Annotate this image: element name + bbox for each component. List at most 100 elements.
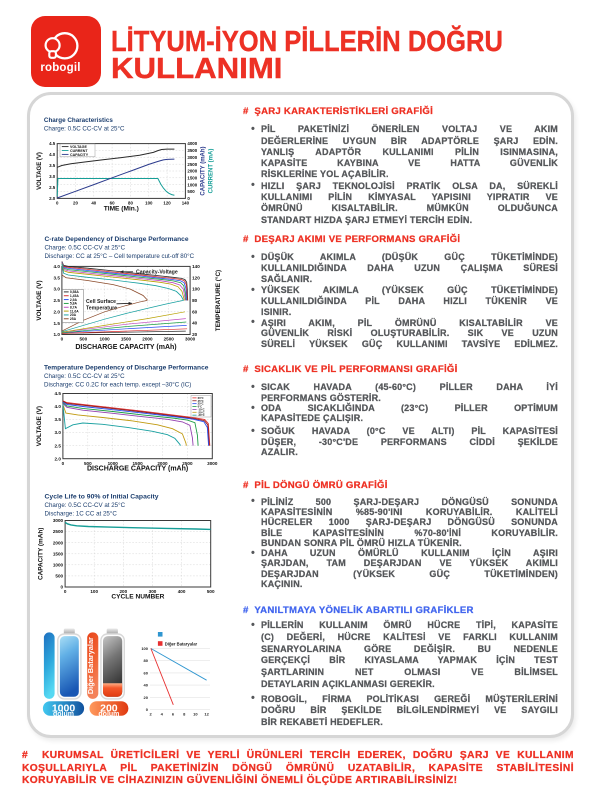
svg-text:2.0: 2.0 [54, 309, 61, 314]
svg-text:CAPACITY: CAPACITY [70, 153, 89, 157]
svg-text:1000: 1000 [99, 337, 110, 342]
svg-text:400: 400 [178, 589, 186, 594]
svg-text:500: 500 [55, 574, 63, 579]
svg-text:60: 60 [192, 309, 198, 314]
svg-text:300: 300 [149, 589, 157, 594]
svg-text:40: 40 [192, 321, 198, 326]
svg-text:4.5: 4.5 [49, 141, 56, 146]
svg-text:200: 200 [100, 702, 118, 714]
svg-text:0: 0 [61, 585, 64, 590]
svg-text:10: 10 [193, 712, 198, 717]
svg-text:80: 80 [192, 298, 198, 303]
svg-text:1.5: 1.5 [54, 321, 61, 326]
svg-text:140: 140 [192, 264, 200, 269]
svg-text:0°C: 0°C [198, 405, 203, 409]
svg-text:1.0: 1.0 [54, 332, 61, 337]
svg-text:60: 60 [110, 200, 115, 205]
svg-text:VOLTAGE (V): VOLTAGE (V) [37, 152, 43, 190]
svg-text:Charge: 0.5C CC-CV at 25°C: Charge: 0.5C CC-CV at 25°C [45, 244, 126, 251]
svg-text:20: 20 [192, 332, 198, 337]
svg-text:3.0: 3.0 [54, 287, 61, 292]
svg-text:2,9A: 2,9A [70, 298, 78, 302]
svg-text:Charge: 0.5C CC-CV at 25°C: Charge: 0.5C CC-CV at 25°C [44, 373, 125, 380]
svg-text:CURRENT: CURRENT [70, 149, 88, 153]
svg-text:2500: 2500 [53, 529, 64, 534]
svg-text:100: 100 [192, 287, 200, 292]
svg-text:Charge: 0.5C CC-CV at 25°C: Charge: 0.5C CC-CV at 25°C [44, 126, 125, 133]
svg-text:0,58A: 0,58A [70, 290, 80, 294]
svg-text:3000: 3000 [185, 337, 196, 342]
svg-text:40: 40 [144, 683, 149, 688]
svg-text:1500: 1500 [53, 551, 64, 556]
svg-text:2500: 2500 [164, 337, 175, 342]
svg-text:80: 80 [128, 200, 133, 205]
svg-text:11,6A: 11,6A [70, 309, 79, 313]
svg-text:0: 0 [61, 337, 64, 342]
svg-text:140: 140 [182, 200, 190, 205]
svg-text:2000: 2000 [142, 337, 153, 342]
svg-text:CAPACITY (mAh): CAPACITY (mAh) [38, 528, 45, 580]
svg-text:5,8A: 5,8A [70, 302, 78, 306]
svg-text:200: 200 [119, 589, 127, 594]
svg-text:2.5: 2.5 [54, 298, 61, 303]
svg-text:Cell Surface: Cell Surface [86, 299, 116, 305]
svg-text:8,7A: 8,7A [70, 306, 78, 310]
svg-text:60: 60 [144, 670, 149, 675]
svg-text:DISCHARGE CAPACITY (mAh): DISCHARGE CAPACITY (mAh) [75, 344, 176, 351]
svg-text:0: 0 [146, 707, 149, 712]
svg-text:Charge Characteristics: Charge Characteristics [44, 117, 113, 124]
svg-text:VOLTAGE (V): VOLTAGE (V) [36, 406, 43, 446]
svg-text:-30°C: -30°C [198, 413, 205, 417]
svg-text:8: 8 [183, 712, 186, 717]
svg-text:45°C: 45°C [198, 399, 204, 403]
svg-text:20: 20 [73, 200, 78, 205]
svg-text:Temperature Dependency of Disc: Temperature Dependency of Discharge Perf… [44, 365, 209, 372]
svg-text:3.0: 3.0 [49, 174, 56, 179]
svg-text:Cycle Life to 90% of Initial C: Cycle Life to 90% of Initial Capacity [45, 494, 159, 501]
svg-text:3500: 3500 [187, 148, 197, 153]
svg-text:4.0: 4.0 [54, 264, 61, 269]
svg-text:Charge: 0.5C CC-CV at 25°C: Charge: 0.5C CC-CV at 25°C [45, 502, 126, 509]
svg-text:2500: 2500 [182, 461, 193, 466]
svg-text:4.0: 4.0 [49, 152, 56, 157]
svg-text:3.5: 3.5 [55, 417, 62, 422]
svg-text:Discharge: CC at 25°C – Cell t: Discharge: CC at 25°C – Cell temperature… [45, 253, 195, 260]
svg-text:100: 100 [90, 589, 98, 594]
svg-text:Diğer Bataryalar: Diğer Bataryalar [165, 641, 198, 646]
svg-text:12: 12 [204, 712, 209, 717]
svg-text:robogil: robogil [40, 62, 80, 74]
svg-text:3000: 3000 [187, 155, 197, 160]
svg-text:0: 0 [62, 461, 65, 466]
svg-text:0: 0 [187, 196, 190, 201]
svg-text:3.0: 3.0 [55, 430, 62, 435]
svg-text:4.0: 4.0 [55, 404, 62, 409]
svg-text:4.5: 4.5 [55, 391, 62, 396]
svg-text:CYCLE NUMBER: CYCLE NUMBER [111, 594, 164, 601]
svg-text:C-rate Dependency of Discharge: C-rate Dependency of Discharge Performan… [45, 236, 189, 243]
svg-text:500: 500 [84, 461, 92, 466]
svg-text:3000: 3000 [53, 518, 64, 523]
svg-text:2.0: 2.0 [49, 196, 56, 201]
svg-text:CURRENT (mA): CURRENT (mA) [209, 149, 215, 194]
svg-text:2.5: 2.5 [55, 443, 62, 448]
svg-text:dolum: dolum [53, 711, 74, 718]
svg-text:1000: 1000 [108, 461, 119, 466]
svg-text:VOLTAGE: VOLTAGE [70, 145, 87, 149]
svg-text:Discharge: 1C CC at 25°C: Discharge: 1C CC at 25°C [45, 511, 118, 518]
svg-text:1000: 1000 [52, 702, 76, 714]
svg-text:Discharge: CC 0.2C for each te: Discharge: CC 0.2C for each temp. except… [44, 381, 191, 388]
svg-text:-10°C: -10°C [198, 407, 205, 411]
svg-text:2.0: 2.0 [55, 456, 62, 461]
svg-text:3.5: 3.5 [54, 275, 61, 280]
svg-text:20: 20 [144, 695, 149, 700]
svg-text:0: 0 [56, 200, 59, 205]
svg-text:0: 0 [64, 589, 67, 594]
svg-text:Diğer Bataryalar: Diğer Bataryalar [86, 637, 95, 694]
svg-text:2: 2 [149, 712, 152, 717]
svg-text:100: 100 [141, 646, 148, 651]
svg-text:2.5: 2.5 [49, 185, 56, 190]
svg-text:1000: 1000 [53, 562, 64, 567]
svg-text:500: 500 [187, 189, 195, 194]
svg-text:500: 500 [79, 337, 87, 342]
svg-text:2000: 2000 [187, 169, 197, 174]
